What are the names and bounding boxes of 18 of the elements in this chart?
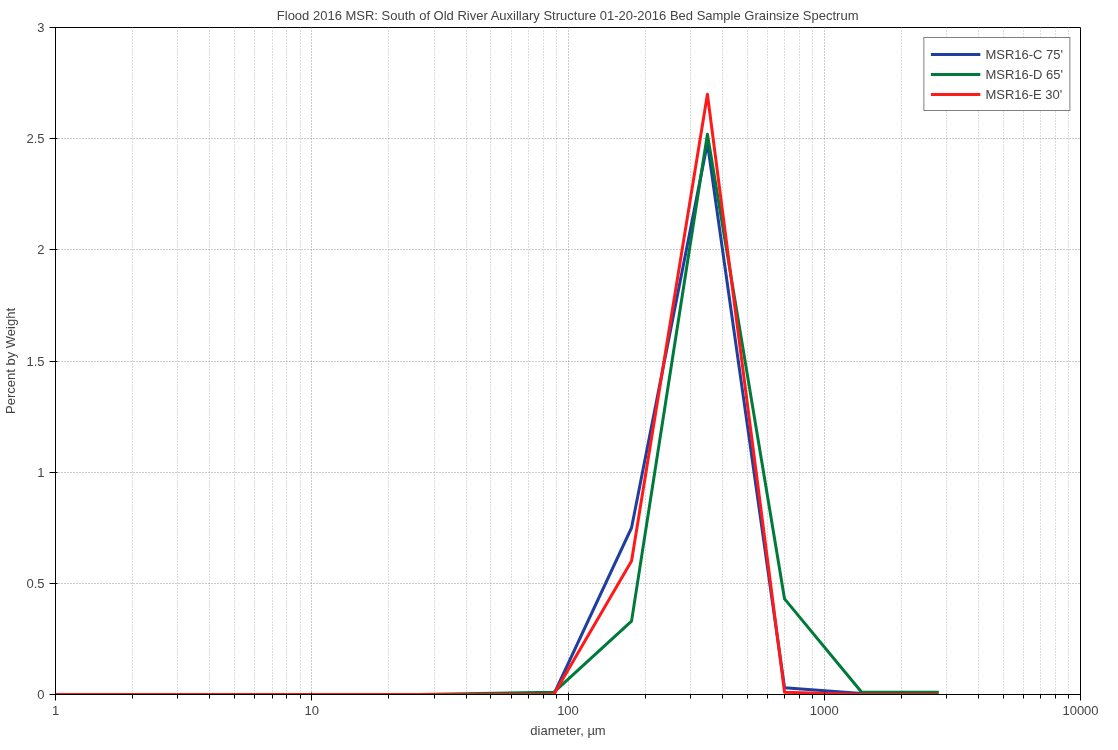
y-tick-label: 2 [37,242,45,258]
x-tick-label: 10 [304,702,319,718]
y-tick-label: 2.5 [26,131,45,147]
chart-title: Flood 2016 MSR: South of Old River Auxillary Structure 01-20-2016 Bed Sample Grainsize Spectrum [276,7,859,23]
y-tick-label: 0 [37,687,45,702]
y-tick-label: 3 [37,20,45,35]
x-axis-title: diameter, µm [530,722,606,738]
legend-label: MSR16-E 30' [985,86,1063,102]
legend-label: MSR16-D 65' [985,66,1063,82]
y-tick-label: 0.5 [26,575,45,591]
y-tick-label: 1.5 [26,353,45,369]
legend-label: MSR16-C 75' [985,46,1063,62]
y-axis-title: Percent by Weight [3,307,19,414]
x-tick-label: 1000 [809,702,839,718]
x-tick-label: 1 [51,702,60,718]
y-tick-label: 1 [37,464,45,480]
x-tick-label: 100 [557,702,579,718]
x-tick-label: 10000 [1062,702,1099,718]
